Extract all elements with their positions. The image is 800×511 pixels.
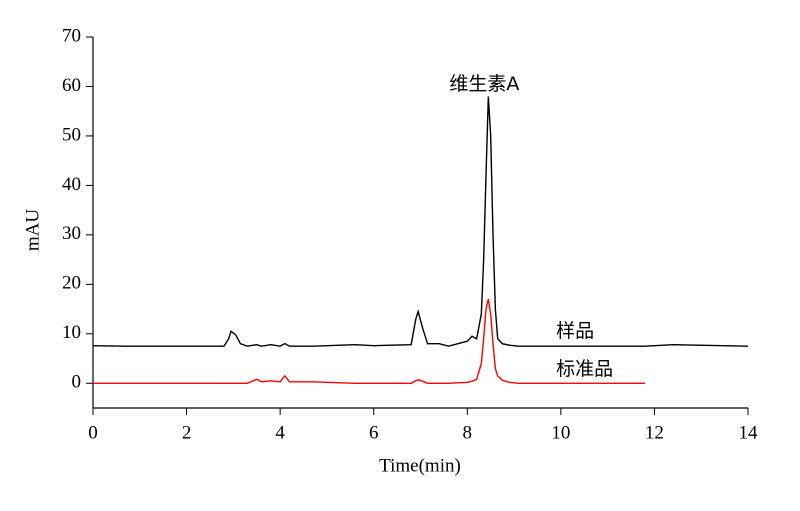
y-tick-label: 0 bbox=[72, 372, 82, 393]
y-tick-label: 30 bbox=[62, 223, 81, 244]
series-label: 标准品 bbox=[556, 358, 613, 380]
x-tick-label: 2 bbox=[182, 422, 192, 443]
y-tick-label: 40 bbox=[62, 174, 81, 195]
x-tick-label: 0 bbox=[88, 422, 98, 443]
series-line bbox=[92, 96, 749, 347]
series-line bbox=[93, 299, 646, 384]
y-tick-label: 50 bbox=[62, 124, 81, 145]
x-tick-label: 10 bbox=[551, 422, 570, 443]
x-tick-label: 4 bbox=[275, 422, 285, 443]
x-axis-label: Time(min) bbox=[379, 455, 461, 476]
x-tick-label: 12 bbox=[645, 422, 664, 443]
y-tick-label: 20 bbox=[62, 273, 81, 294]
y-tick-label: 10 bbox=[62, 322, 81, 343]
series-label: 样品 bbox=[556, 320, 594, 342]
y-tick-label: 70 bbox=[62, 25, 81, 46]
y-axis-label: mAU bbox=[22, 209, 43, 252]
x-tick-label: 6 bbox=[369, 422, 379, 443]
peak-annotation: 维生素A bbox=[449, 73, 519, 95]
x-tick-label: 14 bbox=[739, 422, 759, 443]
y-tick-label: 60 bbox=[62, 75, 81, 96]
x-tick-label: 8 bbox=[463, 422, 473, 443]
